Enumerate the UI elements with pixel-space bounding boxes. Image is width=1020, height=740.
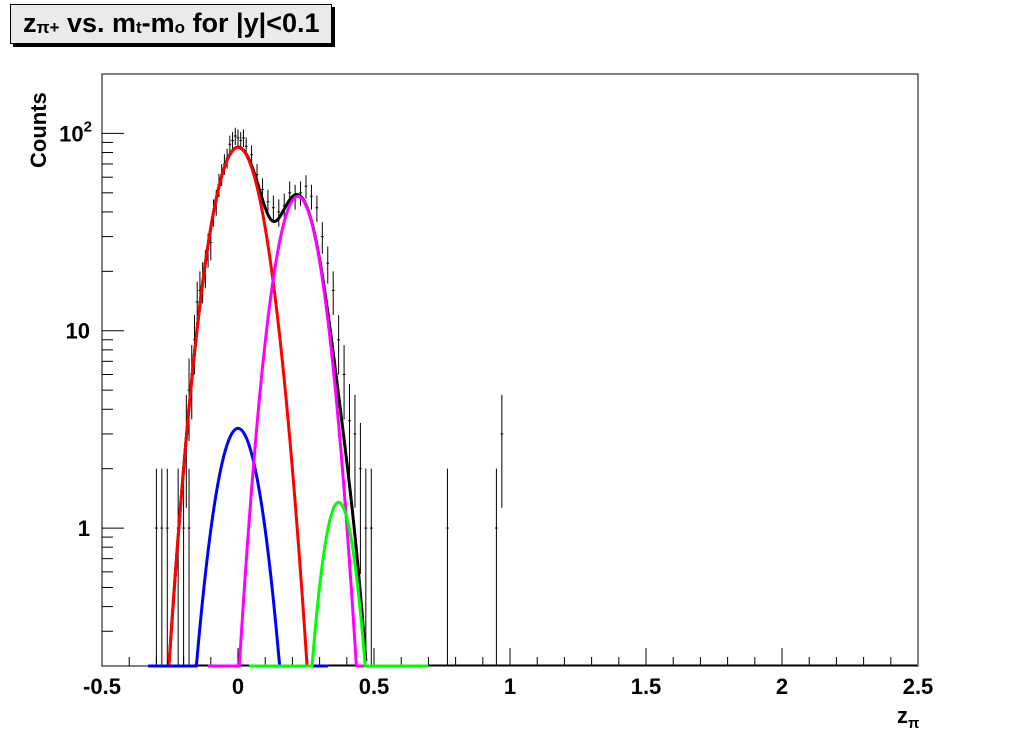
data-point — [353, 394, 357, 508]
x-axis-title-text: zπ — [897, 703, 920, 732]
data-point — [228, 135, 232, 155]
green-fit-curve — [248, 500, 429, 668]
data-point — [446, 468, 449, 666]
y-axis-title-text: Counts — [26, 92, 51, 168]
data-point — [495, 468, 498, 666]
data-point — [242, 129, 245, 148]
title-z-subscript: π+ — [36, 18, 60, 37]
y-tick-label: 10 — [66, 319, 90, 344]
x-tick-label: -0.5 — [83, 674, 121, 699]
data-point — [364, 468, 368, 666]
data-point — [165, 468, 169, 666]
data-point — [304, 175, 308, 199]
data-point — [337, 315, 340, 375]
data-point — [310, 184, 313, 210]
data-point — [277, 199, 281, 227]
title-vs: vs. m — [59, 8, 136, 38]
blue-fit-curve — [148, 426, 328, 668]
x-tick-label: 1.5 — [631, 674, 662, 699]
data-point — [315, 195, 319, 223]
data-point — [359, 422, 362, 574]
data-point — [348, 384, 351, 487]
y-axis-title: Counts — [26, 92, 51, 168]
title-t-subscript: t — [136, 18, 142, 37]
data-point — [342, 345, 346, 420]
title-o-subscript: o — [174, 18, 186, 37]
title-rest: for |y|<0.1 — [185, 8, 320, 38]
data-point — [369, 468, 373, 666]
data-point — [236, 129, 240, 148]
red-fit-curve — [148, 145, 328, 668]
data-point — [331, 271, 335, 316]
y-tick-label: 1 — [78, 516, 90, 541]
x-tick-label: 0.5 — [359, 674, 390, 699]
x-tick-label: 1 — [504, 674, 516, 699]
magenta-fit-curve — [208, 194, 388, 668]
chart-title: zπ+ vs. mt-mo for |y|<0.1 — [10, 4, 333, 44]
x-tick-label: 2 — [776, 674, 788, 699]
data-point — [182, 468, 185, 666]
data-point — [233, 127, 237, 146]
data-point — [500, 394, 504, 508]
x-axis-title: zπ — [897, 703, 920, 732]
data-point — [272, 195, 275, 223]
title-minus: -m — [141, 8, 175, 38]
data-point — [326, 246, 330, 284]
title-z: z — [23, 8, 37, 38]
data-point — [187, 468, 191, 666]
x-tick-label: 2.5 — [903, 674, 934, 699]
x-tick-label: 0 — [232, 674, 244, 699]
data-point — [231, 132, 234, 150]
data-point — [299, 181, 302, 206]
data-point — [320, 222, 324, 254]
data-point — [155, 468, 158, 666]
data-point — [160, 468, 164, 666]
y-tick-label: 102 — [59, 118, 92, 146]
